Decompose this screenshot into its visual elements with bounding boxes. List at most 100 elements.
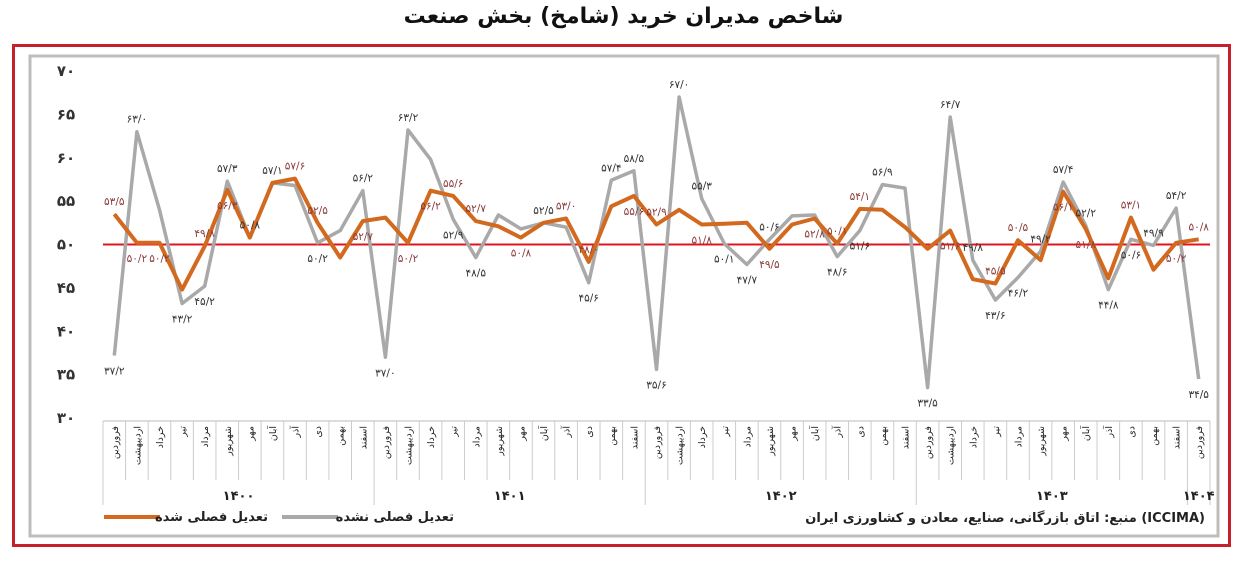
legend: تعدیل فصلی شده تعدیل فصلی نشده [104,510,454,525]
x-tick-label: شهریور [223,426,234,457]
data-label-unadjusted: ۴۳/۶ [985,310,1005,322]
data-label-adjusted: ۵۰/۱ [827,226,847,238]
data-label-unadjusted: ۴۹/۲ [1030,233,1051,245]
year-label: ۱۴۰۰ [223,489,255,504]
data-label-unadjusted: ۵۶/۲ [353,173,374,185]
data-label-adjusted: ۵۲/۷ [353,231,374,243]
data-label-unadjusted: ۵۴/۲ [1166,190,1187,202]
x-tick-label: آذر [560,426,573,439]
x-tick-label: فروردین [652,426,663,459]
data-label-adjusted: ۵۰/۲ [1166,253,1187,265]
y-tick-label: ۵۵ [57,192,75,210]
data-label-unadjusted: ۳۵/۶ [646,379,666,391]
data-label-unadjusted: ۵۲/۲ [1076,207,1097,219]
data-label-unadjusted: ۵۷/۴ [1053,164,1073,176]
x-tick-label: بهمن [336,426,347,446]
series-line-adjusted [112,176,1200,292]
data-label-adjusted: ۴۸/۰ [578,244,598,256]
x-tick-label: بهمن [1149,426,1160,446]
x-tick-label: اسفند [629,426,640,449]
data-label-unadjusted: ۵۱/۶ [850,241,870,253]
x-tick-label: فروردین [110,426,121,459]
year-label: ۱۴۰۱ [494,489,526,504]
x-axis: فروردین اردیبهشت خرداد تیر مرداد شهریور مهر آبا… [102,420,1215,505]
x-tick-label: مرداد [1013,426,1024,447]
year-label: ۱۴۰۳ [1036,489,1068,504]
y-tick-label: ۳۵ [57,366,75,384]
data-label-unadjusted: ۶۷/۰ [669,79,689,91]
data-label-adjusted: ۵۰/۸ [511,248,532,260]
x-tick-label: دی [855,426,866,438]
data-label-unadjusted: ۴۸/۶ [827,267,847,279]
data-label-unadjusted: ۵۰/۶ [1121,249,1141,261]
y-tick-label: ۷۰ [57,62,75,80]
y-tick-label: ۴۵ [57,279,75,297]
data-label-unadjusted: ۳۷/۰ [375,367,395,379]
x-tick-label: مهر [1059,426,1070,442]
data-label-adjusted: ۵۶/۳ [217,200,238,212]
data-label-unadjusted: ۳۴/۵ [1188,389,1209,401]
x-tick-label: تیر [178,426,189,438]
x-tick-label: اسفند [1172,426,1183,449]
x-tick-label: اردیبهشت [132,426,143,465]
data-label-unadjusted: ۵۰/۸ [240,220,261,232]
data-label-unadjusted: ۴۴/۸ [1098,300,1119,312]
y-tick-label: ۴۰ [57,322,75,340]
data-label-adjusted: ۵۴/۱ [850,191,870,203]
x-tick-label: مرداد [742,426,753,447]
series-layer [103,95,1210,390]
data-label-adjusted: ۴۵/۵ [985,266,1006,278]
legend-label-unadjusted: تعدیل فصلی نشده [336,510,454,525]
x-tick-label: مهر [788,426,799,442]
x-tick-label: خرداد [155,426,166,448]
plot-border [28,54,1220,538]
x-tick-label: مهر [516,426,527,442]
x-tick-label: اسفند [358,426,369,449]
x-tick-label: فروردین [1194,426,1205,459]
data-label-adjusted: ۵۶/۲ [420,201,441,213]
x-tick-label: مرداد [471,426,482,447]
data-label-adjusted: ۵۰/۲ [398,253,419,265]
x-tick-label: آذر [831,426,844,439]
data-labels: ۵۳/۵۵۰/۲ ۵۰/۲۴۹/۸۵۶/۳۵۷/۶۵۲/۵۵۲/۷۵۰/۲۵۶/۲… [104,79,1209,410]
x-tick-label: فروردین [381,426,392,459]
data-label-adjusted: ۵۱/۸ [691,235,712,247]
y-tick-label: ۶۵ [57,105,75,123]
x-tick-label: مهر [245,426,256,442]
x-tick-label: مرداد [200,426,211,447]
source-note: منبع: اتاق بازرگانی، صنایع، معادن و کشاو… [805,510,1205,526]
data-label-adjusted: ۵۰/۲ [149,253,170,265]
data-label-adjusted: ۵۷/۶ [285,161,305,173]
x-tick-label: آبان [537,426,550,442]
data-label-adjusted: ۴۹/۸ [194,228,215,240]
data-label-unadjusted: ۵۸/۵ [624,153,645,165]
data-label-unadjusted: ۵۰/۲ [307,253,328,265]
x-tick-label: اردیبهشت [403,426,414,465]
data-label-unadjusted: ۴۳/۲ [172,313,193,325]
x-tick-label: شهریور [765,426,776,457]
data-label-unadjusted: ۵۷/۱ [262,165,282,177]
data-label-unadjusted: ۵۷/۳ [217,163,238,175]
data-label-unadjusted: ۵۰/۱ [714,254,734,266]
year-label: ۱۴۰۴ [1183,489,1215,504]
data-label-adjusted: ۵۳/۰ [556,200,576,212]
x-tick-label: اسفند [901,426,912,449]
data-label-unadjusted: ۴۹/۸ [963,242,984,254]
x-tick-label: خرداد [968,426,979,448]
data-label-unadjusted: ۶۳/۰ [127,114,147,126]
data-label-adjusted: ۴۹/۵ [759,259,780,271]
chart-frame [12,44,1231,547]
x-tick-label: بهمن [878,426,889,446]
x-tick-label: دی [313,426,324,438]
data-label-unadjusted: ۶۳/۲ [398,112,419,124]
x-tick-label: خرداد [426,426,437,448]
data-label-unadjusted: ۴۹/۹ [1143,227,1164,239]
series-line-unadjusted [112,95,1201,390]
data-label-unadjusted: ۴۵/۶ [578,293,598,305]
data-label-adjusted: ۵۱/۶ [940,241,960,253]
data-label-adjusted: ۵۵/۶ [624,206,644,218]
chart-title: شاخص مدیران خرید (شامخ) بخش صنعت [403,4,844,29]
data-label-unadjusted: ۵۷/۴ [601,162,621,174]
year-label: ۱۴۰۲ [765,489,797,504]
